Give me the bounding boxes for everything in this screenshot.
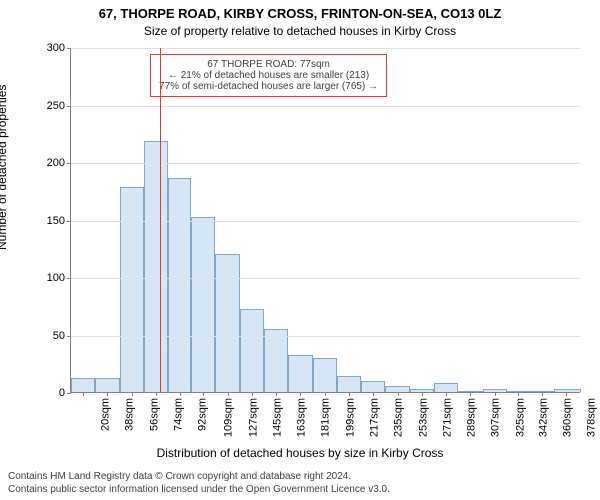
x-tick-mark	[228, 392, 229, 396]
x-tick-label: 217sqm	[368, 398, 380, 437]
histogram-bar	[288, 355, 312, 392]
histogram-bar	[71, 378, 95, 392]
y-tick-mark	[67, 393, 71, 394]
x-tick-label: 199sqm	[344, 398, 356, 437]
gridline-h	[71, 106, 580, 107]
histogram-bar	[554, 389, 581, 392]
y-tick-mark	[67, 278, 71, 279]
plot-area: 67 THORPE ROAD: 77sqm ← 21% of detached …	[70, 48, 580, 393]
x-tick-label: 378sqm	[586, 398, 598, 437]
x-tick-mark	[276, 392, 277, 396]
x-tick-label: 56sqm	[148, 398, 160, 431]
x-tick-mark	[325, 392, 326, 396]
gridline-h	[71, 336, 580, 337]
annotation-box: 67 THORPE ROAD: 77sqm ← 21% of detached …	[150, 54, 387, 97]
annotation-line-3: 77% of semi-detached houses are larger (…	[159, 81, 378, 92]
x-tick-label: 163sqm	[296, 398, 308, 437]
chart-title-main: 67, THORPE ROAD, KIRBY CROSS, FRINTON-ON…	[0, 6, 600, 21]
footer-line-1: Contains HM Land Registry data © Crown c…	[8, 471, 390, 484]
x-tick-label: 307sqm	[490, 398, 502, 437]
histogram-bar	[191, 217, 215, 392]
x-tick-mark	[132, 392, 133, 396]
x-tick-mark	[107, 392, 108, 396]
x-tick-mark	[203, 392, 204, 396]
x-tick-mark	[566, 392, 567, 396]
x-tick-mark	[300, 392, 301, 396]
x-tick-label: 342sqm	[537, 398, 549, 437]
histogram-bar	[361, 381, 385, 393]
gridline-h	[71, 48, 580, 49]
x-tick-mark	[398, 392, 399, 396]
x-tick-label: 92sqm	[197, 398, 209, 431]
y-tick-mark	[67, 163, 71, 164]
y-tick-mark	[67, 336, 71, 337]
gridline-h	[71, 163, 580, 164]
y-tick-mark	[67, 221, 71, 222]
y-tick-label: 200	[47, 157, 65, 169]
x-tick-label: 360sqm	[561, 398, 573, 437]
y-tick-label: 50	[53, 330, 65, 342]
histogram-chart: 67, THORPE ROAD, KIRBY CROSS, FRINTON-ON…	[0, 0, 600, 500]
histogram-bar	[144, 141, 168, 392]
x-tick-label: 74sqm	[173, 398, 185, 431]
histogram-bar	[337, 376, 361, 392]
gridline-h	[71, 278, 580, 279]
x-tick-mark	[518, 392, 519, 396]
y-tick-mark	[67, 48, 71, 49]
annotation-line-2: ← 21% of detached houses are smaller (21…	[159, 70, 378, 81]
histogram-bar	[215, 254, 239, 392]
y-tick-mark	[67, 106, 71, 107]
x-tick-label: 38sqm	[124, 398, 136, 431]
annotation-line-1: 67 THORPE ROAD: 77sqm	[159, 59, 378, 70]
gridline-h	[71, 221, 580, 222]
x-tick-label: 235sqm	[393, 398, 405, 437]
y-tick-label: 150	[47, 215, 65, 227]
x-tick-mark	[542, 392, 543, 396]
footer-line-2: Contains public sector information licen…	[8, 484, 390, 497]
x-tick-mark	[349, 392, 350, 396]
x-tick-mark	[252, 392, 253, 396]
y-tick-label: 250	[47, 100, 65, 112]
x-tick-label: 20sqm	[100, 398, 112, 431]
y-tick-label: 300	[47, 42, 65, 54]
reference-line	[160, 48, 161, 392]
x-tick-mark	[156, 392, 157, 396]
histogram-bar	[264, 329, 288, 392]
x-tick-label: 253sqm	[417, 398, 429, 437]
y-tick-label: 0	[59, 387, 65, 399]
x-tick-label: 145sqm	[271, 398, 283, 437]
x-axis-label: Distribution of detached houses by size …	[0, 446, 600, 460]
x-tick-mark	[373, 392, 374, 396]
x-tick-mark	[422, 392, 423, 396]
x-tick-label: 289sqm	[466, 398, 478, 437]
histogram-bar	[95, 378, 119, 392]
x-tick-label: 271sqm	[441, 398, 453, 437]
chart-title-sub: Size of property relative to detached ho…	[0, 24, 600, 38]
x-tick-label: 181sqm	[320, 398, 332, 437]
x-tick-mark	[446, 392, 447, 396]
x-tick-mark	[495, 392, 496, 396]
x-tick-mark	[470, 392, 471, 396]
footer-attribution: Contains HM Land Registry data © Crown c…	[8, 471, 390, 496]
histogram-bar	[120, 187, 144, 392]
histogram-bar	[168, 178, 191, 392]
x-tick-label: 325sqm	[514, 398, 526, 437]
histogram-bar	[313, 358, 337, 393]
histogram-bar	[434, 383, 458, 392]
y-axis-label: Number of detached properties	[0, 85, 9, 250]
x-tick-label: 127sqm	[247, 398, 259, 437]
x-tick-mark	[180, 392, 181, 396]
histogram-bar	[240, 309, 264, 392]
x-tick-label: 109sqm	[223, 398, 235, 437]
y-tick-label: 100	[47, 272, 65, 284]
x-tick-mark	[83, 392, 84, 396]
